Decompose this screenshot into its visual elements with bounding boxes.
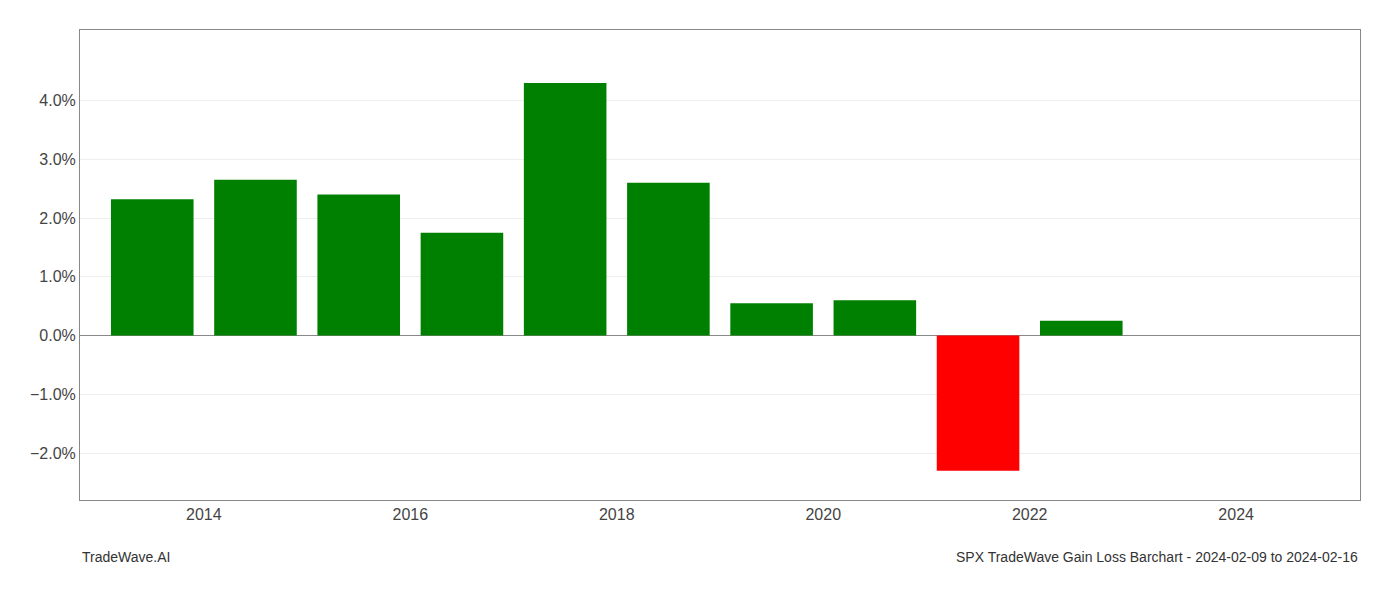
svg-text:−2.0%: −2.0% bbox=[30, 445, 76, 462]
svg-text:4.0%: 4.0% bbox=[39, 92, 75, 109]
svg-text:2024: 2024 bbox=[1218, 506, 1254, 523]
svg-text:2014: 2014 bbox=[186, 506, 222, 523]
svg-text:SPX TradeWave Gain Loss Barcha: SPX TradeWave Gain Loss Barchart - 2024-… bbox=[956, 549, 1358, 565]
svg-text:2.0%: 2.0% bbox=[39, 210, 75, 227]
svg-text:2016: 2016 bbox=[393, 506, 429, 523]
svg-text:−1.0%: −1.0% bbox=[30, 386, 76, 403]
svg-text:1.0%: 1.0% bbox=[39, 268, 75, 285]
svg-text:2018: 2018 bbox=[599, 506, 635, 523]
svg-text:2020: 2020 bbox=[805, 506, 841, 523]
svg-text:0.0%: 0.0% bbox=[39, 327, 75, 344]
svg-text:3.0%: 3.0% bbox=[39, 151, 75, 168]
svg-text:2022: 2022 bbox=[1012, 506, 1048, 523]
svg-text:TradeWave.AI: TradeWave.AI bbox=[82, 549, 170, 565]
